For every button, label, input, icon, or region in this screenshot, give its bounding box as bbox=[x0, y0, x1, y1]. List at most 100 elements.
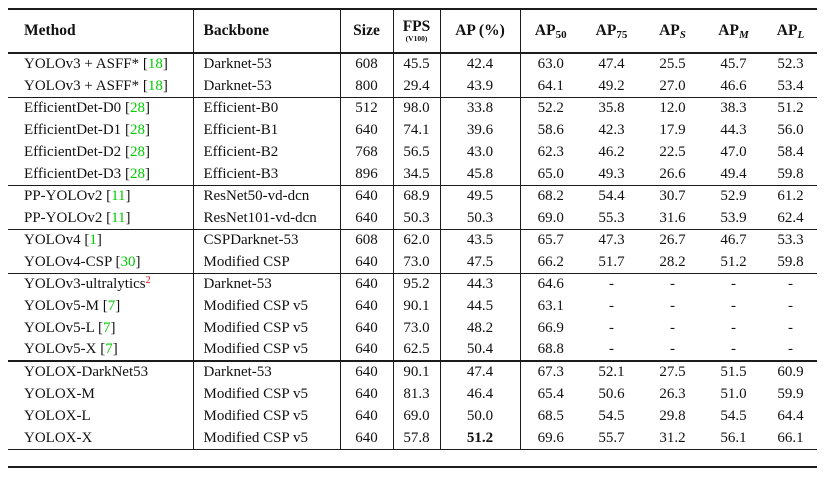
cell-backbone: ResNet101-vd-dcn bbox=[193, 207, 341, 229]
cell-apl: - bbox=[788, 319, 793, 336]
table-row: YOLOX-X Modified CSP v5 640 57.8 51.2 69.6 55.… bbox=[8, 427, 817, 449]
col-header-apl: APL bbox=[764, 9, 817, 54]
method-name: YOLOv3-ultralytics bbox=[24, 276, 146, 292]
cell-ap75: 47.3 bbox=[581, 228, 642, 251]
citation-ref: [18] bbox=[139, 56, 168, 73]
table-row: YOLOv4-CSP [30] Modified CSP 640 73.0 47.5 66… bbox=[8, 251, 817, 273]
cell-fps: 68.9 bbox=[393, 184, 441, 207]
cell-apl: 53.3 bbox=[764, 228, 817, 251]
cell-apl: 64.4 bbox=[777, 407, 804, 424]
col-header-apm: APM bbox=[703, 9, 764, 54]
cell-apl: 59.8 bbox=[777, 165, 804, 182]
cell-apl: 52.3 bbox=[777, 56, 804, 73]
method-name: YOLOX-L bbox=[24, 407, 91, 424]
cell-size: 640 bbox=[340, 339, 394, 361]
table-row: YOLOv5-M [7] Modified CSP v5 640 90.1 44.5 63… bbox=[8, 295, 817, 317]
cell-fps: 73.0 bbox=[393, 317, 441, 339]
citation-number: 30 bbox=[120, 253, 136, 270]
table-row: YOLOX-M Modified CSP v5 640 81.3 46.4 65.4 50.… bbox=[8, 383, 817, 405]
table-row: YOLOv3-ultralytics2 Darknet-53 640 95.2 44.3… bbox=[8, 272, 817, 295]
cell-apl: 60.9 bbox=[764, 360, 817, 383]
col-header-size: Size bbox=[340, 9, 394, 54]
citation-ref: [7] bbox=[94, 319, 116, 336]
method-name: EfficientDet-D3 bbox=[24, 165, 122, 182]
cell-ap: 44.3 bbox=[440, 272, 521, 295]
cell-ap75: 35.8 bbox=[581, 96, 642, 119]
cell-method: PP-YOLOv2 [11] bbox=[8, 184, 194, 207]
cell-fps: 29.4 bbox=[393, 75, 441, 97]
cell-ap75: 55.7 bbox=[598, 429, 625, 446]
citation-ref: [30] bbox=[111, 253, 141, 270]
cell-fps: 74.1 bbox=[393, 119, 441, 141]
cell-aps: 31.6 bbox=[659, 209, 686, 226]
cell-ap: 49.5 bbox=[440, 184, 521, 207]
col-header-method: Method bbox=[8, 9, 194, 54]
cell-size: 608 bbox=[340, 53, 394, 75]
cell-size: 640 bbox=[340, 207, 394, 229]
cell-ap50: 63.1 bbox=[537, 297, 564, 314]
cell-ap: 46.4 bbox=[440, 383, 521, 405]
cell-apm: 54.5 bbox=[720, 407, 747, 424]
cell-ap: 43.5 bbox=[440, 228, 521, 251]
ap75-base: AP bbox=[595, 22, 617, 40]
cell-method: EfficientDet-D3 [28] bbox=[8, 163, 194, 185]
cell-size: 640 bbox=[340, 405, 394, 427]
cell-apm: 44.3 bbox=[720, 121, 747, 138]
cell-ap75: - bbox=[609, 297, 614, 314]
citation-ref: [11] bbox=[102, 188, 131, 204]
citation-number: 7 bbox=[103, 319, 111, 336]
table-row: YOLOv5-X [7] Modified CSP v5 640 62.5 50.4 68… bbox=[8, 339, 817, 361]
cell-ap: 42.4 bbox=[440, 53, 521, 75]
citation-ref: [7] bbox=[96, 341, 118, 358]
table-row: YOLOv3 + ASFF* [18] Darknet-53 800 29.4 43.9… bbox=[8, 75, 817, 97]
cell-ap50: 63.0 bbox=[537, 56, 564, 73]
cell-apl: - bbox=[788, 341, 793, 358]
apm-sub: M bbox=[738, 29, 749, 42]
cell-backbone: ResNet50-vd-dcn bbox=[193, 184, 341, 207]
cell-fps: 90.1 bbox=[393, 360, 441, 383]
cell-aps: 22.5 bbox=[659, 143, 686, 160]
cell-ap50: 65.4 bbox=[537, 385, 564, 402]
cell-method: YOLOX-M bbox=[8, 383, 194, 405]
cell-size: 640 bbox=[340, 427, 394, 449]
cell-ap75: 52.1 bbox=[581, 360, 642, 383]
cell-backbone: Efficient-B3 bbox=[193, 163, 341, 185]
cell-aps: 29.8 bbox=[659, 407, 686, 424]
cell-backbone: Darknet-53 bbox=[193, 272, 341, 295]
cell-fps: 81.3 bbox=[393, 383, 441, 405]
citation-number: 7 bbox=[107, 297, 116, 314]
cell-apm: - bbox=[703, 272, 764, 295]
apl-sub: L bbox=[797, 29, 805, 42]
cell-ap50: 69.0 bbox=[537, 209, 564, 226]
footnote-marker: 2 bbox=[145, 275, 151, 286]
cell-ap: 50.3 bbox=[440, 207, 521, 229]
cell-ap75: - bbox=[609, 319, 614, 336]
citation-number: 11 bbox=[111, 188, 126, 204]
citation-ref: [28] bbox=[121, 121, 150, 138]
method-name: YOLOv4-CSP bbox=[24, 253, 112, 270]
cell-apm: 52.9 bbox=[703, 184, 764, 207]
cell-ap: 47.5 bbox=[440, 251, 521, 273]
cell-size: 640 bbox=[340, 251, 394, 273]
cell-aps: 25.5 bbox=[659, 56, 686, 73]
cell-backbone: Modified CSP v5 bbox=[193, 405, 341, 427]
cell-apm: 53.9 bbox=[720, 209, 747, 226]
cell-ap75: 55.3 bbox=[598, 209, 625, 226]
ap75-sub: 75 bbox=[616, 29, 628, 42]
bottom-double-rule bbox=[8, 466, 817, 468]
cell-ap: 43.0 bbox=[440, 141, 521, 163]
cell-method: YOLOX-DarkNet53 bbox=[8, 360, 194, 383]
citation-ref: [11] bbox=[102, 209, 131, 226]
cell-backbone: CSPDarknet-53 bbox=[193, 228, 341, 251]
fps-header-label: FPS bbox=[402, 17, 431, 35]
cell-apm: 51.0 bbox=[720, 385, 747, 402]
cell-size: 640 bbox=[340, 360, 394, 383]
cell-ap: 43.9 bbox=[440, 75, 521, 97]
cell-ap50: 52.2 bbox=[520, 96, 581, 119]
cell-size: 640 bbox=[340, 295, 394, 317]
cell-method: YOLOv3-ultralytics2 bbox=[8, 272, 194, 295]
col-header-ap75: AP75 bbox=[581, 9, 642, 54]
cell-fps: 34.5 bbox=[393, 163, 441, 185]
cell-size: 512 bbox=[340, 96, 394, 119]
cell-apl: 59.9 bbox=[777, 385, 804, 402]
